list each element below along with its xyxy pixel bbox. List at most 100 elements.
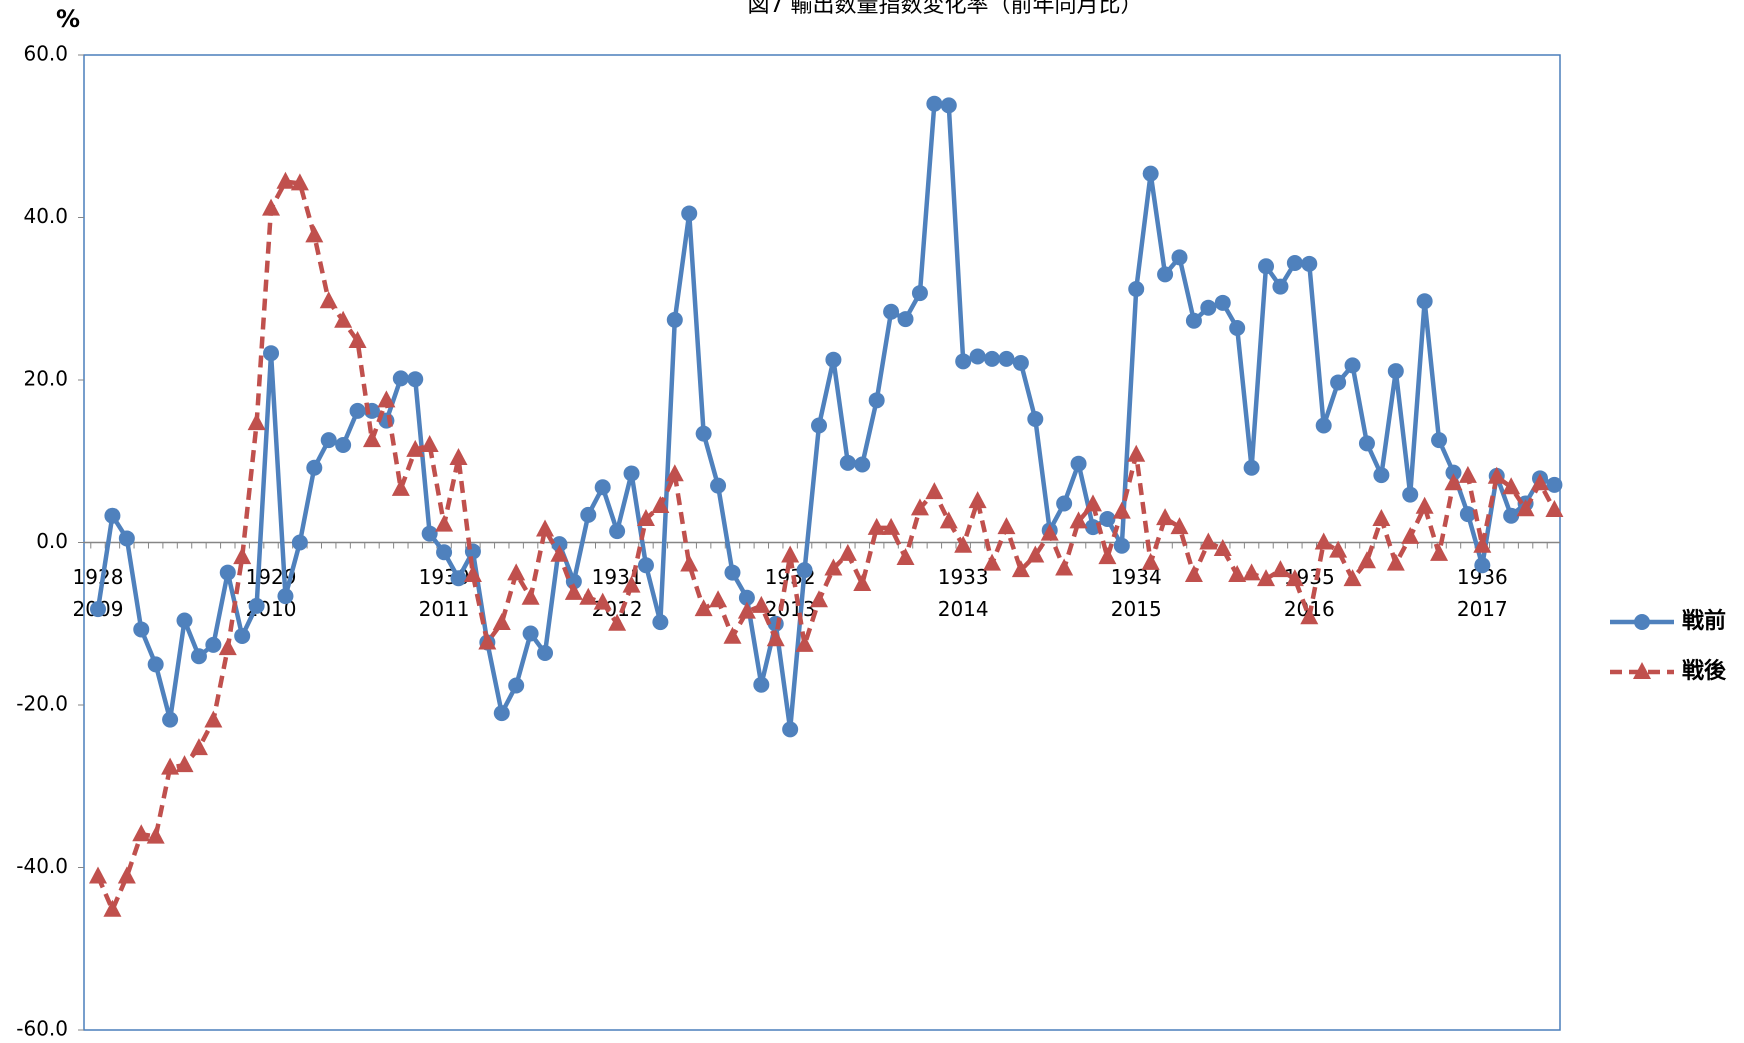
data-point xyxy=(825,351,842,368)
data-point xyxy=(609,523,626,540)
data-point xyxy=(277,588,294,605)
data-point xyxy=(1329,540,1348,558)
data-point xyxy=(1083,494,1102,512)
x-tick-label: 1933 xyxy=(938,565,989,589)
data-point xyxy=(868,392,885,409)
data-point xyxy=(723,626,742,644)
y-tick-label: 0.0 xyxy=(36,529,68,553)
data-point xyxy=(276,171,295,189)
data-point xyxy=(1314,532,1333,550)
data-point xyxy=(421,525,438,542)
data-point xyxy=(1171,249,1188,266)
data-point xyxy=(939,511,958,529)
data-point xyxy=(1128,281,1145,297)
x-tick-label: 2017 xyxy=(1457,597,1508,621)
data-point xyxy=(90,601,106,618)
data-point xyxy=(737,601,756,619)
data-point xyxy=(622,575,641,593)
data-point xyxy=(1200,299,1217,316)
data-point xyxy=(262,198,281,216)
data-point xyxy=(349,402,366,419)
y-tick-label: 20.0 xyxy=(23,367,68,391)
data-point xyxy=(1330,374,1347,391)
data-point xyxy=(838,543,857,561)
data-point xyxy=(305,225,324,243)
legend-marker xyxy=(1633,662,1651,679)
data-point xyxy=(335,437,352,453)
data-point xyxy=(680,554,699,572)
data-point xyxy=(1300,607,1319,625)
data-point xyxy=(883,303,900,320)
data-point xyxy=(204,710,223,728)
data-point xyxy=(926,95,943,112)
data-point xyxy=(1113,537,1130,554)
data-point xyxy=(940,97,957,114)
data-point xyxy=(1142,165,1159,182)
data-point xyxy=(1444,473,1463,491)
data-point xyxy=(133,621,150,638)
data-point xyxy=(1545,500,1564,517)
data-point xyxy=(580,506,597,523)
data-point xyxy=(1357,551,1376,569)
data-point xyxy=(681,205,698,222)
data-point xyxy=(594,479,611,496)
data-point xyxy=(997,517,1016,535)
data-point xyxy=(1027,411,1044,427)
data-point xyxy=(1285,569,1304,587)
data-point xyxy=(636,508,655,526)
data-point xyxy=(104,507,121,524)
data-point xyxy=(89,866,107,884)
data-point xyxy=(1487,466,1506,484)
data-point xyxy=(463,565,482,582)
data-point xyxy=(1184,565,1203,582)
data-point xyxy=(536,519,555,537)
data-point xyxy=(1358,435,1375,452)
data-point xyxy=(450,570,467,587)
data-point xyxy=(709,590,728,608)
data-point xyxy=(1156,508,1175,526)
data-point xyxy=(391,478,410,496)
data-point xyxy=(291,534,308,551)
data-point xyxy=(550,544,569,562)
data-point xyxy=(407,371,424,388)
y-tick-label: -20.0 xyxy=(16,692,68,716)
legend-label: 戦後 xyxy=(1682,658,1727,684)
data-point xyxy=(234,627,251,644)
data-point xyxy=(205,636,222,653)
data-point xyxy=(1502,477,1521,495)
data-point xyxy=(1011,560,1030,578)
y-tick-label: 60.0 xyxy=(23,42,68,66)
data-point xyxy=(781,545,800,563)
chart-title: 図7 輸出数量指数変化率（前年同月比） xyxy=(748,0,1143,18)
data-point xyxy=(665,464,684,482)
data-point xyxy=(1415,496,1434,514)
data-point xyxy=(478,632,497,650)
data-point xyxy=(1127,444,1146,462)
data-point xyxy=(882,517,901,535)
data-point xyxy=(579,587,598,605)
data-point xyxy=(782,721,799,738)
data-point xyxy=(1387,363,1404,380)
data-point xyxy=(1229,320,1246,336)
data-point xyxy=(1315,417,1332,434)
data-point xyxy=(1458,465,1477,483)
data-point xyxy=(637,557,654,574)
data-point xyxy=(810,590,828,608)
data-point xyxy=(1112,501,1131,519)
data-point xyxy=(652,614,669,631)
data-point xyxy=(564,582,583,600)
data-point xyxy=(1386,553,1405,571)
data-point xyxy=(1258,258,1275,275)
data-point xyxy=(508,677,525,694)
data-point xyxy=(521,587,540,605)
data-point xyxy=(1213,539,1232,556)
data-point xyxy=(811,417,827,434)
data-point xyxy=(406,439,425,457)
data-point xyxy=(218,638,237,656)
data-point xyxy=(436,544,453,561)
data-point xyxy=(290,173,309,191)
data-point xyxy=(724,564,741,581)
data-point xyxy=(190,648,207,665)
data-point xyxy=(695,425,712,442)
